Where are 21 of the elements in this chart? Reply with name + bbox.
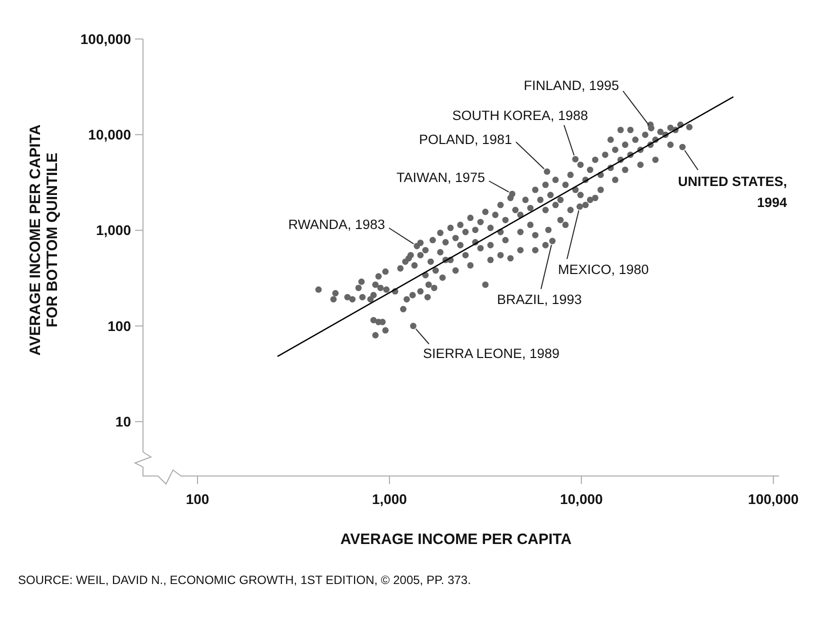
- y-tick-label: 100: [108, 318, 132, 334]
- annotation: BRAZIL, 1993: [497, 292, 582, 307]
- y-axis-title: AVERAGE INCOME PER CAPITA FOR BOTTOM QUINTILE: [27, 124, 61, 356]
- x-tick-label: 1,000: [372, 491, 408, 507]
- y-tick-label: 10: [115, 414, 132, 430]
- annotation: SOUTH KOREA, 1988: [452, 108, 588, 123]
- x-axis-title: AVERAGE INCOME PER CAPITA: [340, 531, 572, 548]
- x-tick-label: 100: [186, 491, 210, 507]
- annotation: UNITED STATES, 1994: [678, 174, 788, 210]
- annotation: SIERRA LEONE, 1989: [423, 346, 560, 361]
- x-tick-label: 10,000: [560, 491, 604, 507]
- annotation: MEXICO, 1980: [558, 262, 649, 277]
- y-tick-label: 100,000: [80, 30, 132, 47]
- x-tick-label: 100,000: [748, 491, 799, 507]
- annotation: POLAND, 1981: [418, 132, 512, 147]
- annotation: FINLAND, 1995: [524, 78, 619, 93]
- y-tick-label: 1,000: [96, 222, 132, 238]
- annotation: TAIWAN, 1975: [396, 170, 485, 185]
- annotation: RWANDA, 1983: [288, 217, 385, 232]
- y-tick-label: 10,000: [88, 126, 132, 143]
- source-note: SOURCE: WEIL, DAVID N., ECONOMIC GROWTH, 1ST EDITION, © 2005, PP. 373.: [18, 573, 471, 587]
